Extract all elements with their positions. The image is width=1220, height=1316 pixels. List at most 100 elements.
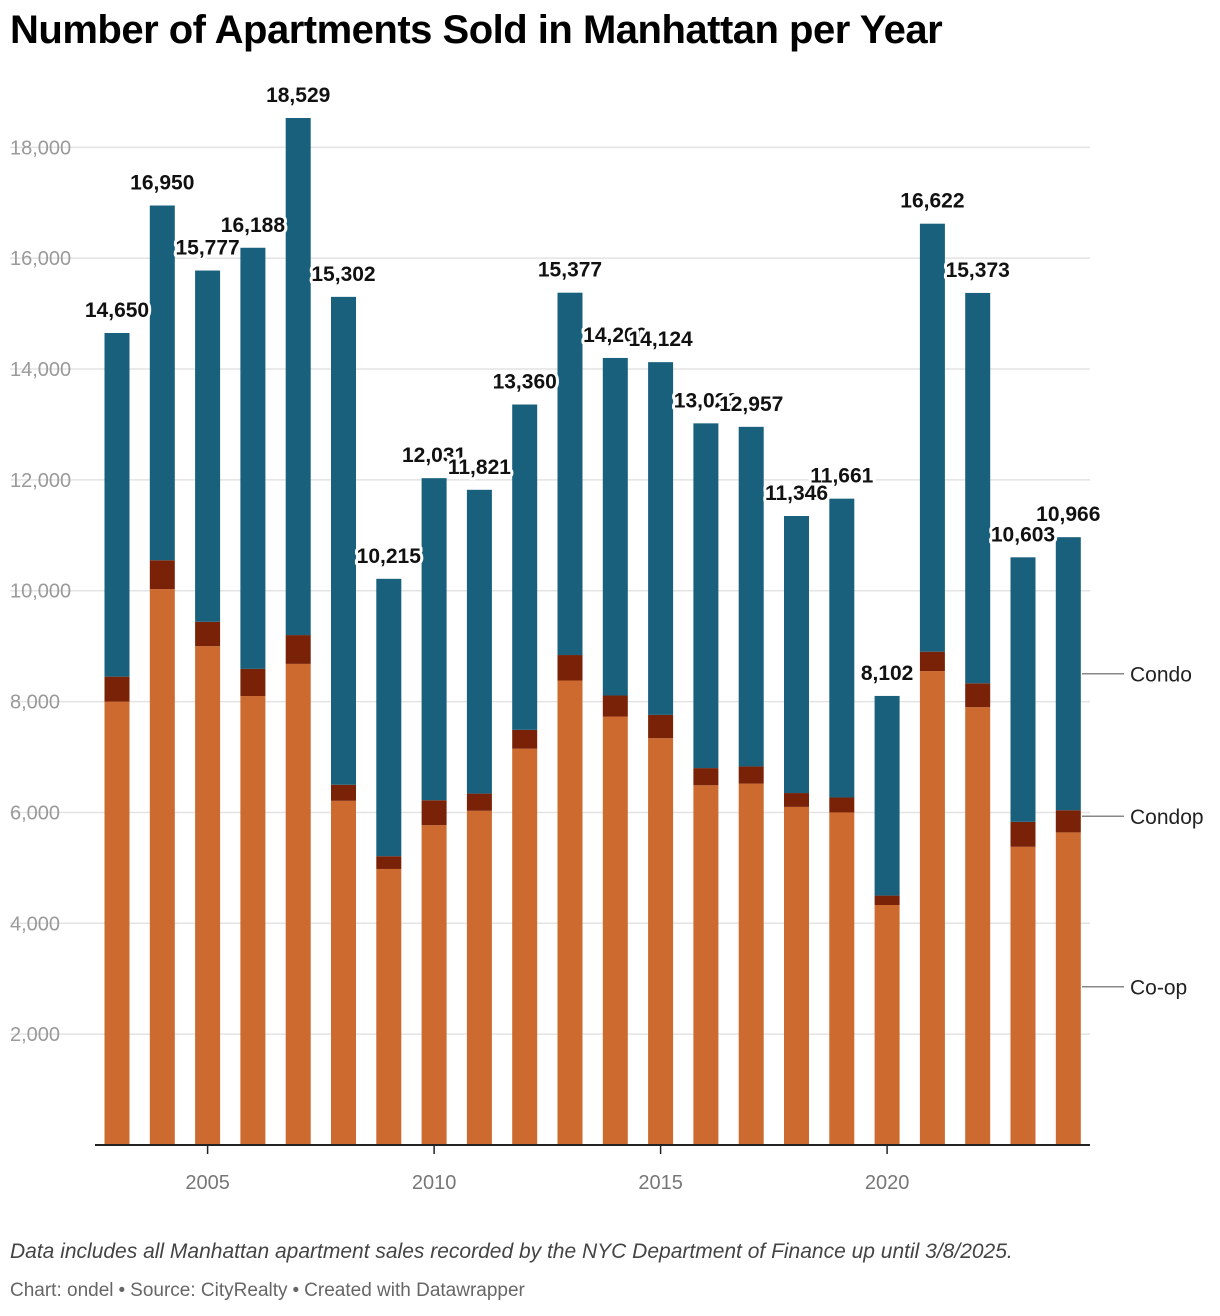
y-tick-label: 12,000 <box>10 470 71 492</box>
bar-condop-2013 <box>557 655 583 681</box>
series-label-coop: Co-op <box>1130 977 1187 1000</box>
bar-coop-2014 <box>602 716 628 1145</box>
bar-total-label-2023: 10,603 <box>991 523 1055 546</box>
bar-total-label-2006: 16,188 <box>221 214 286 237</box>
bar-coop-2024 <box>1055 832 1081 1145</box>
bar-condop-2016 <box>693 768 719 786</box>
bar-condo-2015 <box>648 362 674 715</box>
bar-condo-2012 <box>512 404 538 730</box>
bar-condop-2020 <box>874 895 900 906</box>
bar-condop-2005 <box>195 621 221 647</box>
bar-coop-2008 <box>331 800 356 1145</box>
bar-coop-2019 <box>829 812 855 1145</box>
bar-condop-2009 <box>376 856 402 869</box>
y-tick-label: 4,000 <box>10 913 60 935</box>
bar-condop-2015 <box>648 714 674 739</box>
x-tick-label: 2015 <box>638 1172 683 1194</box>
bar-condo-2007 <box>285 118 311 636</box>
chart-title: Number of Apartments Sold in Manhattan p… <box>10 8 943 52</box>
credit-source: Source: CityRealty <box>130 1280 288 1301</box>
gridlines <box>10 146 1090 1035</box>
bar-coop-2018 <box>784 806 809 1145</box>
bar-condop-2004 <box>149 560 175 590</box>
bar-coop-2021 <box>919 671 945 1145</box>
bar-coop-2005 <box>195 646 221 1145</box>
bar-coop-2023 <box>1010 846 1036 1145</box>
y-tick-label: 18,000 <box>10 137 71 159</box>
y-tick-label: 10,000 <box>10 581 71 603</box>
bar-total-label-2016: 13,020 <box>674 389 738 412</box>
credit-separator: • <box>118 1280 126 1301</box>
bar-condop-2008 <box>331 784 356 801</box>
x-tick-label: 2005 <box>185 1172 230 1194</box>
bar-condop-2006 <box>240 668 266 697</box>
bars <box>104 118 1081 1145</box>
credit-author: Chart: ondel <box>10 1280 114 1301</box>
bar-condo-2008 <box>331 296 356 785</box>
x-axis: 2005 2010 2015 2020 <box>185 1145 909 1194</box>
bar-condo-2009 <box>376 578 402 857</box>
bar-condo-2005 <box>195 270 221 622</box>
chart-credits: Chart: ondel • Source: CityRealty • Created … <box>10 1280 525 1302</box>
bar-total-label-2022: 15,373 <box>946 259 1010 282</box>
bar-coop-2009 <box>376 868 402 1145</box>
x-tick-label: 2020 <box>865 1172 910 1194</box>
y-tick-label: 2,000 <box>10 1024 60 1046</box>
bar-total-label-2009: 10,215 <box>357 545 422 568</box>
bar-condo-2011 <box>466 489 492 794</box>
series-label-condo: Condo <box>1130 664 1192 687</box>
bar-coop-2016 <box>693 785 719 1145</box>
series-label-condop: Condop <box>1130 806 1204 829</box>
bar-condo-2020 <box>874 695 900 896</box>
y-tick-label: 16,000 <box>10 248 71 270</box>
bar-condop-2011 <box>466 793 492 811</box>
bar-condo-2006 <box>240 247 266 669</box>
bar-total-label-2012: 13,360 <box>493 371 557 394</box>
bar-condop-2012 <box>512 729 538 749</box>
bar-total-label-2007: 18,529 <box>266 84 330 107</box>
bar-coop-2013 <box>557 680 583 1145</box>
bar-total-label-2024: 10,966 <box>1036 503 1100 526</box>
bar-condo-2018 <box>784 516 809 794</box>
bar-total-label-2011: 11,821 <box>448 456 511 479</box>
bar-total-label-2021: 16,622 <box>900 190 964 213</box>
bar-total-label-2010: 12,031 <box>402 444 467 467</box>
y-axis: 2,000 4,000 6,000 8,000 10,000 12,000 14,000 16… <box>10 137 71 1046</box>
bar-total-label-2018: 11,346 <box>765 482 828 505</box>
bar-coop-2022 <box>965 707 991 1145</box>
bar-condop-2014 <box>602 695 628 717</box>
bar-condo-2023 <box>1010 557 1036 822</box>
x-tick-label: 2010 <box>412 1172 457 1194</box>
bar-condo-2010 <box>421 478 447 801</box>
bar-condop-2018 <box>784 793 809 807</box>
credit-tool: Created with Datawrapper <box>304 1280 525 1301</box>
bar-condop-2007 <box>285 635 311 664</box>
bar-condo-2017 <box>738 426 764 767</box>
chart-notes: Data includes all Manhattan apartment sa… <box>10 1240 1013 1263</box>
bar-condop-2003 <box>104 676 130 702</box>
bar-total-label-2014: 14,200 <box>583 324 647 347</box>
y-tick-label: 8,000 <box>10 692 60 714</box>
bar-total-label-2005: 15,777 <box>175 237 239 260</box>
stacked-bar-chart: 2,000 4,000 6,000 8,000 10,000 12,000 14,000 16… <box>10 81 1204 1194</box>
bar-total-label-2017: 12,957 <box>719 393 783 416</box>
bar-total-label-2003: 14,650 <box>85 299 149 322</box>
y-tick-label: 6,000 <box>10 802 60 824</box>
bar-condop-2010 <box>421 800 447 826</box>
bar-coop-2004 <box>149 589 175 1145</box>
bar-condo-2021 <box>919 223 945 652</box>
bar-total-label-2013: 15,377 <box>538 259 602 282</box>
bar-condop-2022 <box>965 683 991 708</box>
series-labels: Co-op Condop Condo <box>1082 664 1204 1000</box>
bar-condo-2014 <box>602 357 628 696</box>
bar-total-label-2004: 16,950 <box>130 172 194 195</box>
bar-coop-2020 <box>874 905 900 1145</box>
bar-coop-2012 <box>512 748 538 1145</box>
bar-total-label-2015: 14,124 <box>628 328 693 351</box>
bar-condop-2023 <box>1010 821 1036 847</box>
bar-condop-2019 <box>829 797 855 813</box>
bar-condo-2016 <box>693 423 719 769</box>
bar-total-label-2020: 8,102 <box>861 662 914 685</box>
bar-condo-2004 <box>149 205 175 561</box>
